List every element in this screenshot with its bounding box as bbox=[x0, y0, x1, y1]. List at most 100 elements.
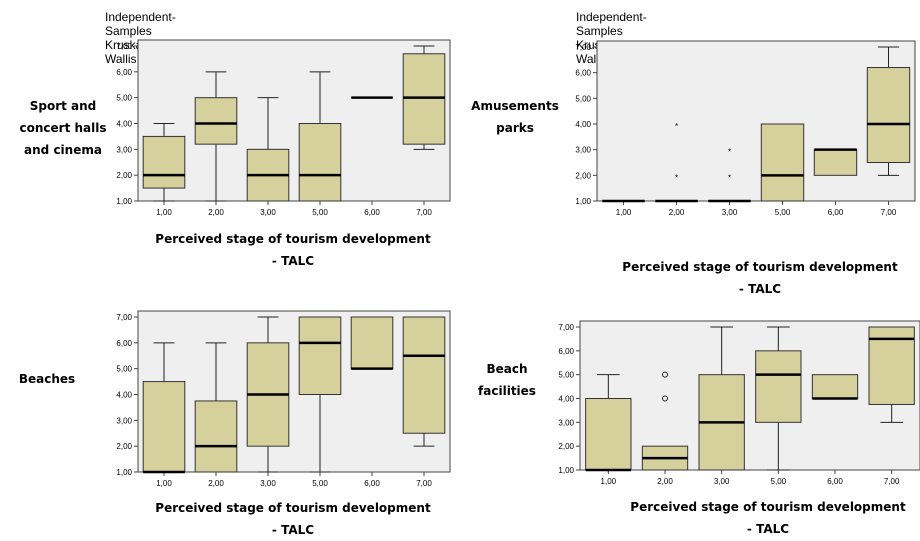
box-5 bbox=[350, 316, 394, 370]
x-tick-label: 7,00 bbox=[416, 208, 432, 217]
x-tick-label: 3,00 bbox=[722, 208, 738, 217]
box-iqr bbox=[811, 374, 859, 399]
plot-area bbox=[596, 40, 916, 202]
x-tick-label: 6,00 bbox=[828, 208, 844, 217]
y-tick-label: 1,00 bbox=[558, 466, 574, 475]
box-2 bbox=[194, 71, 238, 202]
row-label: Beaches bbox=[0, 368, 102, 390]
box-iqr bbox=[194, 400, 238, 473]
box-iqr bbox=[350, 316, 394, 370]
x-axis-label: Perceived stage of tourism development -… bbox=[588, 496, 920, 540]
y-tick-label: 5,00 bbox=[116, 94, 132, 103]
x-tick-label: 3,00 bbox=[260, 208, 276, 217]
x-tick-label: 7,00 bbox=[881, 208, 897, 217]
x-axis-label-line: Perceived stage of tourism development bbox=[155, 232, 431, 246]
row-label-line: Beach bbox=[486, 362, 528, 376]
x-axis-label-line: - TALC bbox=[738, 282, 782, 296]
x-tick-label: 2,00 bbox=[208, 208, 224, 217]
x-tick-label: 5,00 bbox=[771, 477, 787, 486]
x-axis-label-line: - TALC bbox=[271, 523, 315, 537]
y-tick-label: 6,00 bbox=[116, 339, 132, 348]
box-1 bbox=[585, 374, 632, 472]
box-3 bbox=[698, 326, 745, 471]
y-tick-label: 6,00 bbox=[116, 68, 132, 77]
y-tick-label: 4,00 bbox=[558, 395, 574, 404]
x-tick-label: 2,00 bbox=[208, 479, 224, 488]
box-iqr bbox=[298, 123, 342, 202]
box-4 bbox=[760, 123, 805, 202]
x-tick-label: 1,00 bbox=[601, 477, 617, 486]
x-tick-label: 3,00 bbox=[260, 479, 276, 488]
y-tick-label: 3,00 bbox=[558, 418, 574, 427]
row-label-line: Amusements bbox=[471, 99, 559, 113]
y-tick-label: 7,00 bbox=[116, 313, 132, 322]
x-tick-label: 6,00 bbox=[364, 479, 380, 488]
x-tick-label: 1,00 bbox=[616, 208, 632, 217]
row-label-line: facilities bbox=[478, 384, 536, 398]
x-axis-label-line: Perceived stage of tourism development bbox=[630, 500, 906, 514]
x-axis-label-line: - TALC bbox=[746, 522, 790, 536]
row-label-line: Beaches bbox=[18, 372, 76, 386]
y-tick-label: 4,00 bbox=[116, 391, 132, 400]
plot-area bbox=[579, 320, 920, 471]
y-tick-label: 2,00 bbox=[116, 171, 132, 180]
plot-area bbox=[137, 310, 451, 473]
box-2 bbox=[194, 342, 238, 473]
outlier-star: * bbox=[675, 122, 678, 131]
y-tick-label: 3,00 bbox=[116, 145, 132, 154]
box-4 bbox=[755, 326, 802, 471]
outlier-circle bbox=[662, 395, 668, 402]
row-label-line: parks bbox=[496, 121, 534, 135]
box-2 bbox=[641, 445, 689, 471]
x-tick-label: 5,00 bbox=[312, 208, 328, 217]
box-iqr bbox=[298, 316, 342, 395]
x-tick-label: 2,00 bbox=[669, 208, 685, 217]
row-label: Beach facilities bbox=[452, 358, 562, 402]
y-tick-label: 2,00 bbox=[116, 442, 132, 451]
row-label-line: concert halls bbox=[19, 121, 107, 135]
y-tick-label: 5,00 bbox=[558, 371, 574, 380]
x-tick-label: 2,00 bbox=[657, 477, 673, 486]
row-label-line: and cinema bbox=[24, 143, 102, 157]
box-iqr bbox=[402, 316, 446, 434]
x-axis-label-line: - TALC bbox=[271, 254, 315, 268]
y-tick-label: 6,00 bbox=[575, 69, 591, 78]
x-axis-label: Perceived stage of tourism development -… bbox=[113, 228, 473, 272]
outlier-star: * bbox=[728, 173, 731, 182]
row-label-line: Sport and bbox=[29, 99, 97, 113]
box-4 bbox=[298, 316, 342, 473]
box-iqr bbox=[755, 350, 802, 423]
x-axis-label: Perceived stage of tourism development -… bbox=[580, 256, 920, 300]
box-3 bbox=[246, 97, 290, 202]
x-axis-label: Perceived stage of tourism development -… bbox=[113, 497, 473, 541]
box-iqr bbox=[402, 53, 446, 145]
x-tick-label: 5,00 bbox=[775, 208, 791, 217]
box-5 bbox=[811, 374, 859, 400]
x-tick-label: 6,00 bbox=[364, 208, 380, 217]
outlier-circle bbox=[662, 371, 668, 378]
x-axis-label-line: Perceived stage of tourism development bbox=[622, 260, 898, 274]
box-6 bbox=[402, 45, 446, 150]
y-tick-label: 1,00 bbox=[116, 468, 132, 477]
y-tick-label: 1,00 bbox=[116, 197, 132, 206]
box-1 bbox=[142, 342, 186, 474]
box-iqr bbox=[142, 135, 186, 189]
plot-area bbox=[137, 39, 451, 202]
y-tick-label: 2,00 bbox=[558, 442, 574, 451]
x-tick-label: 1,00 bbox=[156, 479, 172, 488]
x-tick-label: 5,00 bbox=[312, 479, 328, 488]
y-tick-label: 3,00 bbox=[575, 146, 591, 155]
box-4 bbox=[298, 71, 342, 202]
y-tick-label: 7,00 bbox=[116, 42, 132, 51]
box-iqr bbox=[760, 123, 805, 202]
y-tick-label: 4,00 bbox=[116, 120, 132, 129]
box-6 bbox=[866, 46, 911, 176]
x-axis-label-line: Perceived stage of tourism development bbox=[155, 501, 431, 515]
x-tick-label: 7,00 bbox=[416, 479, 432, 488]
box-iqr bbox=[813, 149, 858, 176]
y-tick-label: 6,00 bbox=[558, 347, 574, 356]
y-tick-label: 1,00 bbox=[575, 197, 591, 206]
row-label: Sport and concert halls and cinema bbox=[8, 95, 118, 161]
